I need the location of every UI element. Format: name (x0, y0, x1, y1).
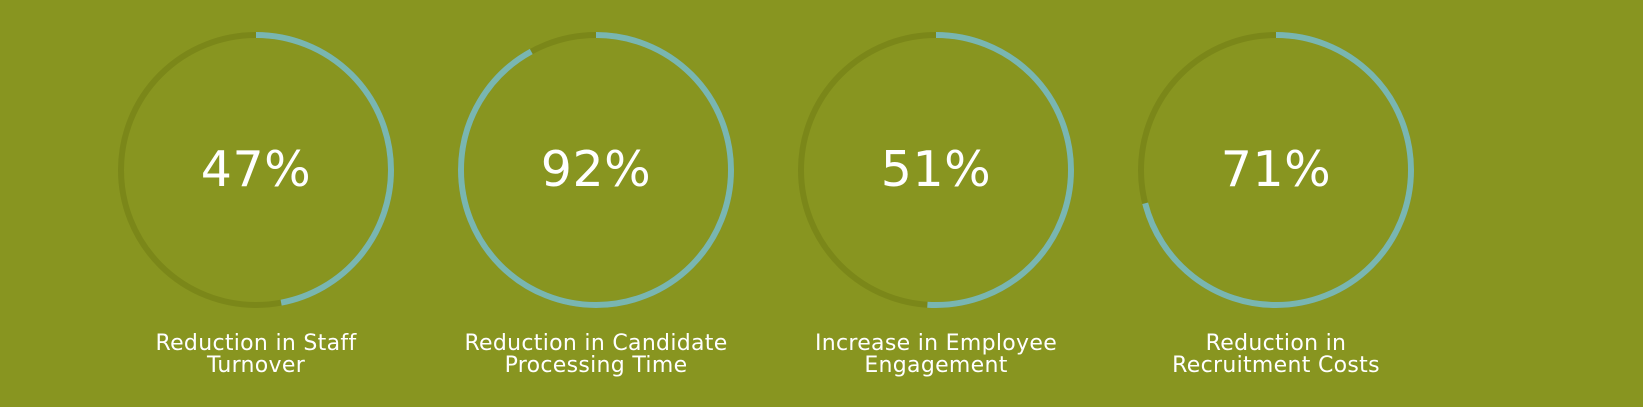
percent-value: 51% (880, 141, 992, 198)
caption-line: Recruitment Costs (1172, 353, 1380, 378)
caption-line: Engagement (864, 353, 1008, 378)
stat-recruitment-costs: 71% Reduction in Recruitment Costs (1116, 0, 1436, 407)
stat-caption: Reduction in Recruitment Costs (1116, 333, 1436, 377)
ring-progress-arc (1138, 32, 1414, 308)
stat-caption: Increase in Employee Engagement (776, 333, 1096, 377)
ring-progress-arc (458, 32, 734, 308)
stat-staff-turnover: 47% Reduction in Staff Turnover (96, 0, 416, 407)
progress-ring (118, 32, 394, 308)
caption-line: Reduction in (1205, 331, 1347, 356)
caption-line: Reduction in Staff (155, 331, 357, 356)
percent-value: 71% (1220, 141, 1332, 198)
progress-ring (1138, 32, 1414, 308)
caption-line: Increase in Employee (814, 331, 1058, 356)
progress-ring (798, 32, 1074, 308)
ring-progress-arc (798, 32, 1074, 308)
caption-line: Processing Time (504, 353, 688, 378)
progress-ring (458, 32, 734, 308)
stat-caption: Reduction in Staff Turnover (96, 333, 416, 377)
percent-value: 47% (200, 141, 312, 198)
caption-line: Turnover (206, 353, 306, 378)
percent-value: 92% (540, 141, 652, 198)
ring-progress-arc (118, 32, 394, 308)
caption-line: Reduction in Candidate (464, 331, 728, 356)
stat-employee-engagement: 51% Increase in Employee Engagement (776, 0, 1096, 407)
stat-caption: Reduction in Candidate Processing Time (436, 333, 756, 377)
stat-candidate-processing-time: 92% Reduction in Candidate Processing Ti… (436, 0, 756, 407)
